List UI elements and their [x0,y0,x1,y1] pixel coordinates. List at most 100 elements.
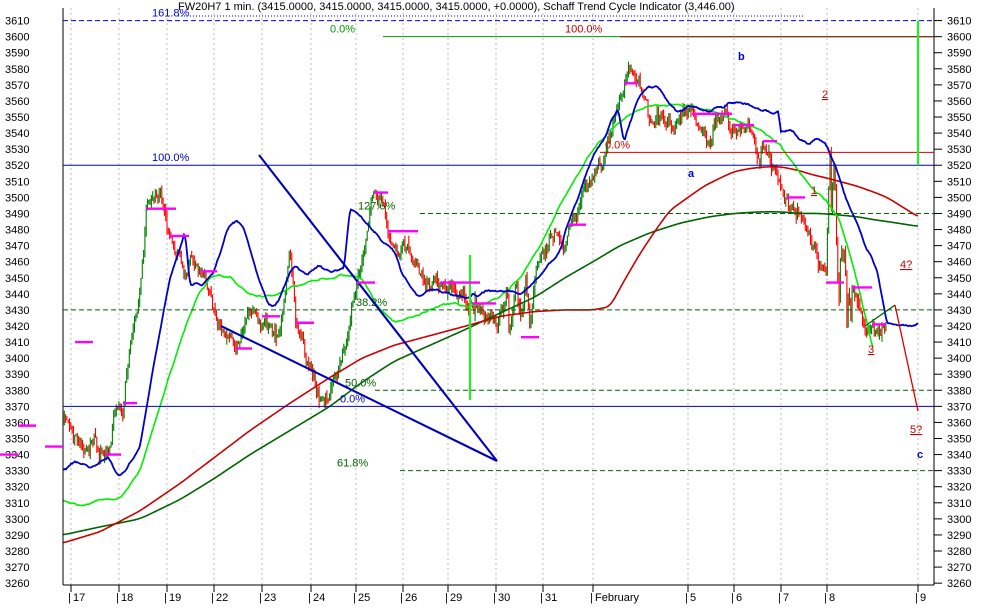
svg-text:3300: 3300 [5,514,29,526]
svg-text:3290: 3290 [5,530,29,542]
svg-text:3580: 3580 [947,64,971,76]
svg-text:29: 29 [450,592,462,604]
svg-text:3460: 3460 [947,257,971,269]
svg-text:22: 22 [216,592,228,604]
svg-text:3410: 3410 [5,337,29,349]
svg-text:3470: 3470 [947,241,971,253]
svg-text:1: 1 [811,185,817,197]
svg-text:3550: 3550 [947,112,971,124]
svg-text:3520: 3520 [947,160,971,172]
svg-text:3450: 3450 [5,273,29,285]
svg-text:|: | [778,592,781,604]
svg-text:3270: 3270 [947,562,971,574]
svg-text:b: b [738,51,745,63]
svg-text:3500: 3500 [5,192,29,204]
svg-text:50.0%: 50.0% [345,377,376,389]
svg-text:3270: 3270 [5,562,29,574]
svg-text:26: 26 [405,592,417,604]
svg-text:c: c [917,449,923,461]
svg-text:25: 25 [358,592,370,604]
svg-text:3470: 3470 [5,241,29,253]
svg-text:3600: 3600 [947,32,971,44]
svg-text:31: 31 [545,592,557,604]
svg-text:3500: 3500 [947,192,971,204]
svg-text:3330: 3330 [5,466,29,478]
svg-text:|: | [445,592,448,604]
svg-text:|: | [116,592,119,604]
svg-text:18: 18 [121,592,133,604]
svg-text:3300: 3300 [947,514,971,526]
svg-text:3490: 3490 [5,208,29,220]
svg-text:3370: 3370 [5,401,29,413]
svg-text:FW20H7 1 min. (3415.0000, 3415: FW20H7 1 min. (3415.0000, 3415.0000, 341… [178,1,735,13]
svg-text:3590: 3590 [947,48,971,60]
svg-text:3330: 3330 [947,466,971,478]
svg-text:3540: 3540 [5,128,29,140]
svg-text:February: February [595,592,640,604]
svg-text:3510: 3510 [947,176,971,188]
svg-text:5: 5 [690,592,696,604]
svg-text:8: 8 [829,592,835,604]
svg-text:100.0%: 100.0% [565,24,603,36]
svg-text:3540: 3540 [947,128,971,140]
svg-text:3260: 3260 [5,578,29,590]
svg-text:3320: 3320 [947,482,971,494]
svg-text:3360: 3360 [947,417,971,429]
svg-text:24: 24 [313,592,325,604]
svg-text:3280: 3280 [5,546,29,558]
svg-text:9: 9 [920,592,926,604]
svg-text:3430: 3430 [947,305,971,317]
svg-text:3570: 3570 [947,80,971,92]
svg-text:30: 30 [498,592,510,604]
svg-text:3410: 3410 [947,337,971,349]
svg-text:61.8%: 61.8% [337,458,368,470]
svg-text:3440: 3440 [5,289,29,301]
svg-text:|: | [211,592,214,604]
svg-text:3610: 3610 [5,16,29,28]
svg-text:|: | [68,592,71,604]
svg-text:4?: 4? [900,259,912,271]
svg-text:0.0%: 0.0% [330,24,355,36]
svg-text:3560: 3560 [5,96,29,108]
svg-text:3520: 3520 [5,160,29,172]
svg-text:3590: 3590 [5,48,29,60]
svg-text:3560: 3560 [947,96,971,108]
svg-text:3310: 3310 [5,498,29,510]
svg-text:a: a [688,168,695,180]
svg-text:19: 19 [169,592,181,604]
svg-text:3510: 3510 [5,176,29,188]
svg-text:3450: 3450 [947,273,971,285]
svg-text:2: 2 [822,89,828,101]
svg-text:3430: 3430 [5,305,29,317]
svg-text:|: | [259,592,262,604]
svg-text:|: | [590,592,593,604]
svg-text:127.6%: 127.6% [358,200,396,212]
svg-text:3350: 3350 [947,433,971,445]
svg-text:3390: 3390 [5,369,29,381]
svg-text:3350: 3350 [5,433,29,445]
svg-text:|: | [685,592,688,604]
svg-text:|: | [308,592,311,604]
svg-text:3290: 3290 [947,530,971,542]
svg-text:3480: 3480 [5,225,29,237]
svg-text:|: | [493,592,496,604]
svg-text:|: | [164,592,167,604]
svg-text:3340: 3340 [947,450,971,462]
svg-text:3610: 3610 [947,16,971,28]
svg-text:|: | [731,592,734,604]
svg-text:3440: 3440 [947,289,971,301]
svg-text:3570: 3570 [5,80,29,92]
svg-text:3310: 3310 [947,498,971,510]
svg-text:3280: 3280 [947,546,971,558]
svg-text:3: 3 [868,344,874,356]
svg-text:3420: 3420 [5,321,29,333]
svg-text:3260: 3260 [947,578,971,590]
svg-text:3400: 3400 [5,353,29,365]
svg-text:3420: 3420 [947,321,971,333]
svg-text:7: 7 [783,592,789,604]
svg-text:|: | [824,592,827,604]
svg-text:3390: 3390 [947,369,971,381]
svg-text:|: | [353,592,356,604]
svg-text:|: | [540,592,543,604]
svg-text:0.0%: 0.0% [605,139,630,151]
